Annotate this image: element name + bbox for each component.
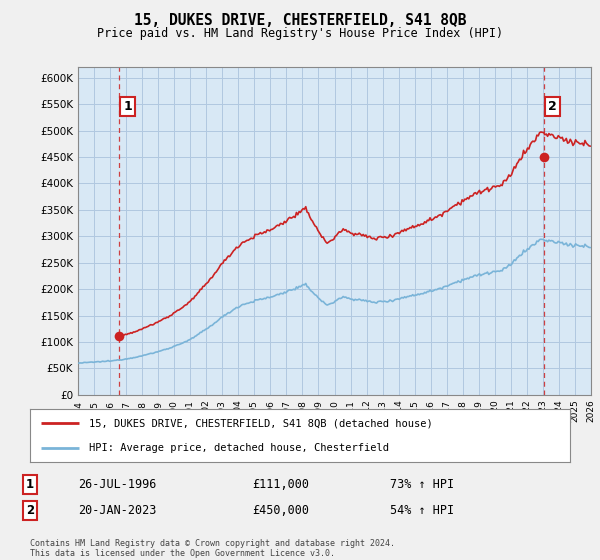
Text: HPI: Average price, detached house, Chesterfield: HPI: Average price, detached house, Ches…: [89, 442, 389, 452]
Text: 2: 2: [26, 504, 34, 517]
Text: 2: 2: [548, 100, 557, 113]
Text: Contains HM Land Registry data © Crown copyright and database right 2024.
This d: Contains HM Land Registry data © Crown c…: [30, 539, 395, 558]
Text: 15, DUKES DRIVE, CHESTERFIELD, S41 8QB (detached house): 15, DUKES DRIVE, CHESTERFIELD, S41 8QB (…: [89, 418, 433, 428]
Text: Price paid vs. HM Land Registry's House Price Index (HPI): Price paid vs. HM Land Registry's House …: [97, 27, 503, 40]
Text: 1: 1: [124, 100, 133, 113]
Text: 20-JAN-2023: 20-JAN-2023: [78, 504, 157, 517]
Text: 54% ↑ HPI: 54% ↑ HPI: [390, 504, 454, 517]
Text: 1: 1: [26, 478, 34, 491]
Text: 73% ↑ HPI: 73% ↑ HPI: [390, 478, 454, 491]
Text: £450,000: £450,000: [252, 504, 309, 517]
Text: 26-JUL-1996: 26-JUL-1996: [78, 478, 157, 491]
Text: £111,000: £111,000: [252, 478, 309, 491]
Text: 15, DUKES DRIVE, CHESTERFIELD, S41 8QB: 15, DUKES DRIVE, CHESTERFIELD, S41 8QB: [134, 13, 466, 28]
